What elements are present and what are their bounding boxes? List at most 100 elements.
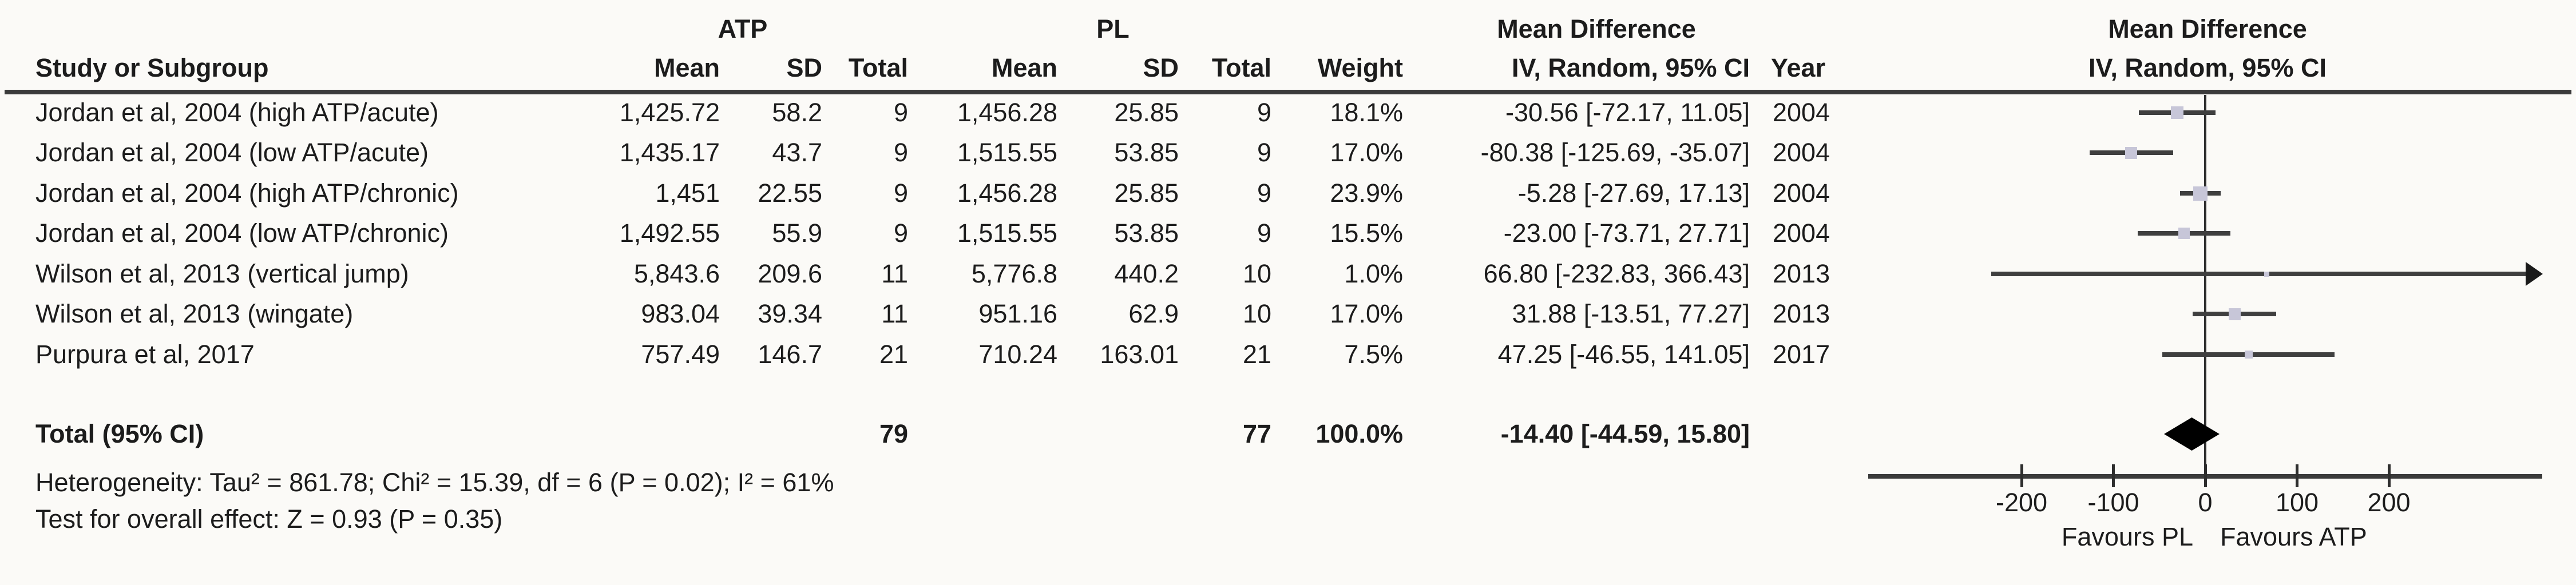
point-estimate-square	[2229, 308, 2241, 320]
year: 2013	[1773, 299, 1830, 328]
overall-effect-note: Test for overall effect: Z = 0.93 (P = 0…	[35, 504, 503, 534]
atp-sd: 58.2	[772, 98, 822, 127]
ci-arrow-right-icon	[2526, 262, 2543, 286]
pl-mean: 710.24	[978, 340, 1057, 369]
atp-sd: 22.55	[758, 178, 822, 208]
pl-mean: 1,456.28	[957, 178, 1057, 208]
total-atp-total: 79	[879, 419, 908, 448]
pl-total: 10	[1242, 259, 1271, 288]
weight: 17.0%	[1330, 138, 1403, 167]
atp-total: 9	[893, 178, 908, 208]
atp-total: 9	[893, 138, 908, 167]
x-axis-tick	[2020, 464, 2023, 487]
atp-mean: 5,843.6	[633, 259, 720, 288]
x-axis-tick	[2112, 464, 2115, 487]
pl-mean: 5,776.8	[971, 259, 1057, 288]
atp-sd: 43.7	[772, 138, 822, 167]
atp-mean: 1,435.17	[619, 138, 720, 167]
column-header-weight: Weight	[1317, 53, 1403, 82]
pl-sd: 62.9	[1128, 299, 1179, 328]
atp-mean: 1,425.72	[619, 98, 720, 127]
point-estimate-square	[2193, 186, 2208, 201]
x-axis-tick-label: 0	[2198, 488, 2213, 517]
pl-sd: 163.01	[1100, 340, 1179, 369]
atp-mean: 1,492.55	[619, 218, 720, 248]
column-header-year: Year	[1771, 53, 1826, 82]
ci-line	[1991, 272, 2528, 276]
total-row-label: Total (95% CI)	[35, 419, 204, 448]
year: 2004	[1773, 178, 1830, 208]
point-estimate-square	[2178, 228, 2190, 239]
ci-text: -23.00 [-73.71, 27.71]	[1503, 218, 1750, 248]
weight: 15.5%	[1330, 218, 1403, 248]
total-pl-total: 77	[1242, 419, 1271, 448]
total-weight: 100.0%	[1315, 419, 1403, 448]
ci-text: -5.28 [-27.69, 17.13]	[1517, 178, 1750, 208]
column-header-iv-random-plot: IV, Random, 95% CI	[2088, 53, 2327, 82]
ci-text: -30.56 [-72.17, 11.05]	[1505, 98, 1750, 127]
weight: 17.0%	[1330, 299, 1403, 328]
favours-right-label: Favours ATP	[2220, 522, 2367, 551]
favours-left-label: Favours PL	[2061, 522, 2193, 551]
year: 2004	[1773, 138, 1830, 167]
atp-total: 11	[881, 299, 908, 328]
pl-sd: 53.85	[1114, 138, 1179, 167]
pl-sd: 53.85	[1114, 218, 1179, 248]
ci-text: 31.88 [-13.51, 77.27]	[1512, 299, 1750, 328]
column-header-mean-difference-stats: Mean Difference	[1497, 14, 1696, 43]
ci-text: -80.38 [-125.69, -35.07]	[1480, 138, 1750, 167]
pl-total: 9	[1257, 138, 1271, 167]
summary-diamond	[2164, 417, 2220, 451]
year: 2013	[1773, 259, 1830, 288]
pl-total: 21	[1242, 340, 1271, 369]
x-axis-tick	[2204, 464, 2207, 487]
atp-sd: 146.7	[758, 340, 822, 369]
column-header-study: Study or Subgroup	[35, 53, 269, 82]
pl-total: 9	[1257, 178, 1271, 208]
group-header-atp: ATP	[718, 14, 768, 43]
column-header-iv-random-stats: IV, Random, 95% CI	[1512, 53, 1750, 82]
atp-mean: 757.49	[641, 340, 720, 369]
weight: 23.9%	[1330, 178, 1403, 208]
ci-text: 47.25 [-46.55, 141.05]	[1497, 340, 1750, 369]
atp-mean: 1,451	[655, 178, 720, 208]
point-estimate-square	[2264, 272, 2269, 277]
atp-sd: 39.34	[758, 299, 822, 328]
column-header-atp-mean: Mean	[653, 53, 720, 82]
x-axis-tick-label: 200	[2367, 488, 2411, 517]
x-axis-tick-label: -200	[1995, 488, 2048, 517]
ci-text: 66.80 [-232.83, 366.43]	[1483, 259, 1750, 288]
weight: 1.0%	[1344, 259, 1403, 288]
header-divider-line	[5, 90, 2571, 94]
atp-total: 21	[879, 340, 908, 369]
year: 2017	[1773, 340, 1830, 369]
x-axis-tick-label: 100	[2275, 488, 2319, 517]
year: 2004	[1773, 98, 1830, 127]
zero-line	[2204, 95, 2206, 477]
study-label: Jordan et al, 2004 (high ATP/acute)	[35, 98, 439, 127]
column-header-pl-sd: SD	[1143, 53, 1179, 82]
atp-total: 9	[893, 98, 908, 127]
heterogeneity-note: Heterogeneity: Tau² = 861.78; Chi² = 15.…	[35, 468, 834, 497]
column-header-mean-difference-plot: Mean Difference	[2108, 14, 2307, 43]
point-estimate-square	[2171, 106, 2183, 119]
column-header-atp-total: Total	[848, 53, 908, 82]
study-label: Wilson et al, 2013 (wingate)	[35, 299, 354, 328]
column-header-pl-total: Total	[1211, 53, 1271, 82]
weight: 18.1%	[1330, 98, 1403, 127]
pl-total: 9	[1257, 218, 1271, 248]
study-label: Purpura et al, 2017	[35, 340, 255, 369]
pl-total: 9	[1257, 98, 1271, 127]
pl-sd: 25.85	[1114, 178, 1179, 208]
point-estimate-square	[2125, 147, 2137, 159]
pl-mean: 1,456.28	[957, 98, 1057, 127]
total-ci-text: -14.40 [-44.59, 15.80]	[1500, 419, 1750, 448]
pl-sd: 440.2	[1114, 259, 1179, 288]
pl-total: 10	[1242, 299, 1271, 328]
group-header-pl: PL	[1096, 14, 1130, 43]
study-label: Jordan et al, 2004 (low ATP/chronic)	[35, 218, 449, 248]
x-axis-tick	[2296, 464, 2298, 487]
point-estimate-square	[2245, 351, 2253, 359]
atp-mean: 983.04	[641, 299, 720, 328]
